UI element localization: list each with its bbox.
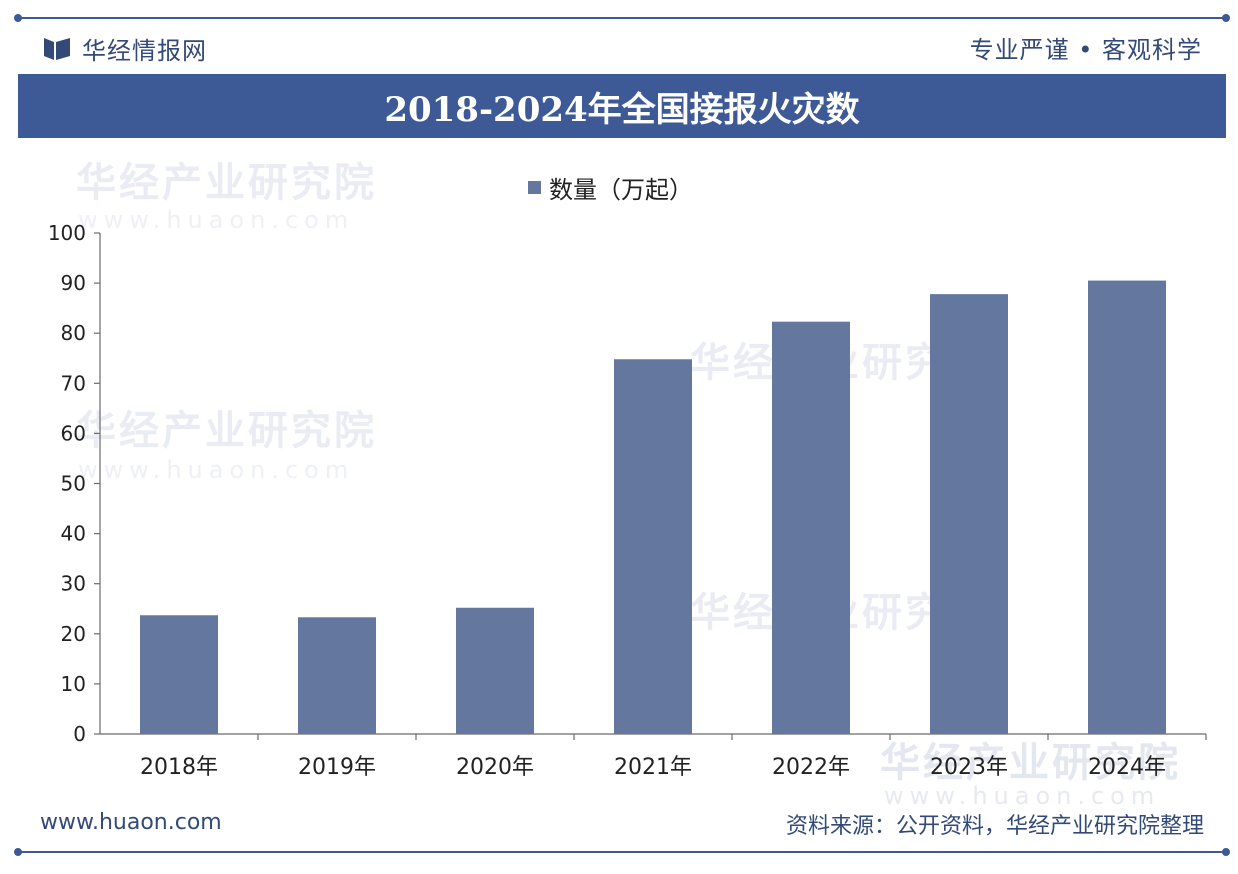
x-tick-label: 2021年: [614, 755, 692, 780]
footer-source: 资料来源：公开资料，华经产业研究院整理: [785, 814, 1204, 839]
y-tick-label: 80: [61, 321, 86, 345]
legend-swatch: [528, 180, 541, 194]
slogan: 专业严谨 • 客观科学: [969, 36, 1202, 64]
title-bar: 2018-2024年全国接报火灾数: [18, 74, 1226, 138]
y-tick-label: 40: [61, 522, 86, 546]
x-tick-label: 2020年: [456, 755, 534, 780]
y-tick-label: 10: [61, 672, 86, 696]
chart-title: 2018-2024年全国接报火灾数: [384, 89, 860, 130]
legend-label: 数量（万起）: [549, 175, 693, 204]
bar: [1088, 280, 1166, 734]
x-tick-label: 2018年: [140, 755, 218, 780]
x-tick-label: 2019年: [298, 755, 376, 780]
bar: [140, 615, 218, 734]
y-tick-label: 90: [61, 271, 86, 295]
footer-url[interactable]: www.huaon.com: [40, 810, 222, 835]
brand-name: 华经情报网: [82, 36, 207, 65]
y-tick-label: 0: [73, 722, 86, 746]
bar: [772, 321, 850, 734]
bar: [614, 359, 692, 734]
y-tick-label: 20: [61, 622, 86, 646]
y-tick-label: 70: [61, 371, 86, 395]
top-rule: [14, 14, 1230, 22]
x-tick-label: 2023年: [930, 755, 1008, 780]
legend: 数量（万起）: [528, 170, 693, 204]
x-tick-label: 2022年: [772, 755, 850, 780]
bar: [930, 294, 1008, 734]
bar: [456, 607, 534, 734]
bottom-rule: [14, 848, 1230, 856]
y-tick-label: 50: [61, 472, 86, 496]
y-tick-label: 30: [61, 572, 86, 596]
bar: [298, 617, 376, 734]
y-tick-label: 100: [48, 221, 86, 245]
y-tick-label: 60: [61, 421, 86, 445]
brand: 华经情报网: [44, 32, 207, 65]
brand-logo-icon: [44, 38, 70, 60]
x-tick-label: 2024年: [1088, 755, 1166, 780]
